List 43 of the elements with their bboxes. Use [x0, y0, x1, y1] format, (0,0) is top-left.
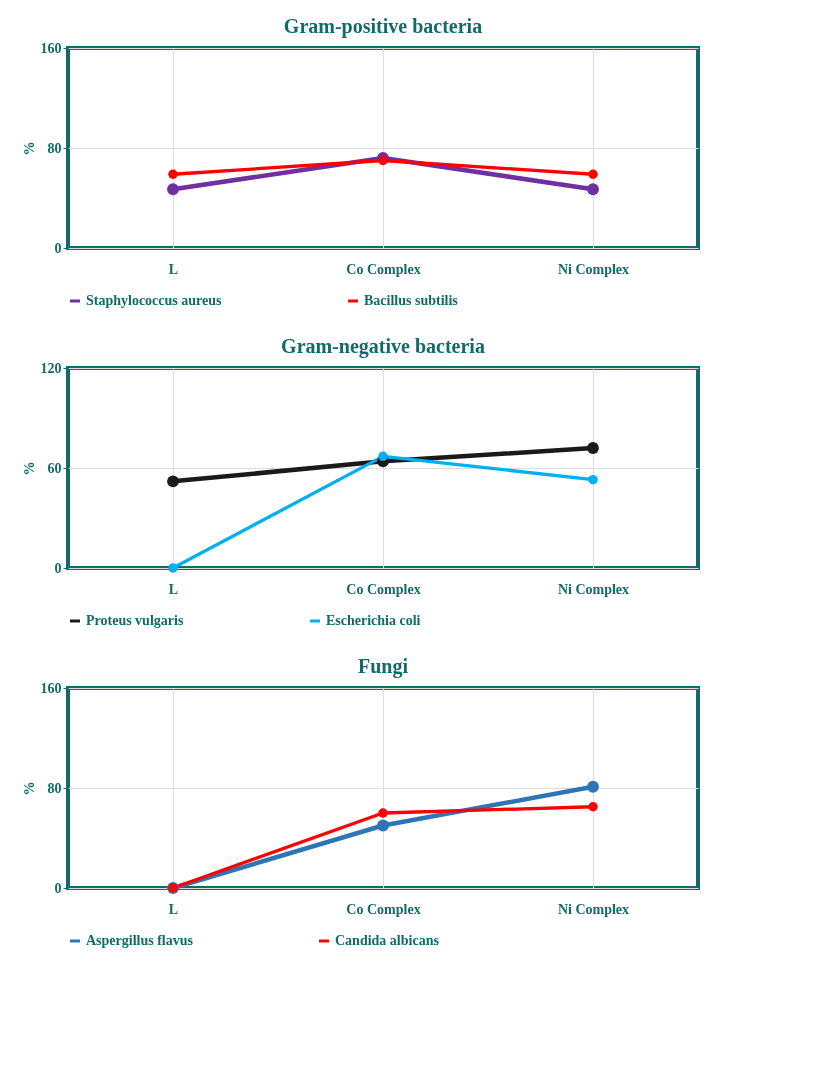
x-tick-label: L — [168, 581, 179, 597]
point — [588, 474, 598, 485]
chart-title: Gram-positive bacteria — [283, 15, 483, 38]
point — [167, 183, 179, 196]
y-tick-label: 0 — [54, 240, 62, 256]
y-tick-label: 0 — [54, 880, 62, 896]
point — [587, 442, 599, 454]
x-tick-label: L — [168, 901, 179, 917]
legend-label: Bacillus subtilis — [364, 293, 459, 308]
y-axis-title: % — [21, 141, 37, 156]
legend-label: Escherichia coli — [326, 613, 421, 628]
x-tick-label: Co Complex — [346, 261, 421, 277]
y-tick-label: 80 — [47, 780, 62, 796]
y-tick-label: 0 — [54, 560, 62, 576]
legend-label: Candida albicans — [335, 933, 440, 948]
point — [587, 183, 599, 196]
point — [378, 451, 388, 462]
y-tick-label: 60 — [47, 460, 62, 476]
point — [378, 808, 388, 818]
x-tick-label: Co Complex — [346, 581, 421, 597]
y-axis-title: % — [21, 781, 37, 796]
point — [168, 563, 178, 573]
point — [377, 819, 389, 832]
x-tick-label: L — [168, 261, 179, 277]
legend-label: Proteus vulgaris — [86, 613, 184, 628]
y-tick-label: 80 — [47, 140, 62, 156]
x-tick-label: Ni Complex — [557, 261, 630, 277]
x-tick-label: Co Complex — [346, 901, 421, 917]
point — [167, 475, 179, 488]
x-tick-label: Ni Complex — [557, 901, 630, 917]
x-tick-label: Ni Complex — [557, 581, 630, 597]
legend-label: Staphylococcus aureus — [86, 293, 223, 308]
point — [588, 169, 598, 179]
point — [168, 169, 178, 179]
chart-title: Gram-negative bacteria — [281, 335, 485, 358]
y-tick-label: 120 — [40, 360, 62, 376]
y-axis-title: % — [21, 461, 37, 476]
chart-title: Fungi — [357, 655, 409, 678]
point — [587, 780, 599, 793]
y-tick-label: 160 — [40, 40, 62, 56]
y-tick-label: 160 — [40, 680, 62, 696]
point — [588, 802, 598, 812]
legend-label: Aspergillus flavus — [86, 933, 194, 948]
